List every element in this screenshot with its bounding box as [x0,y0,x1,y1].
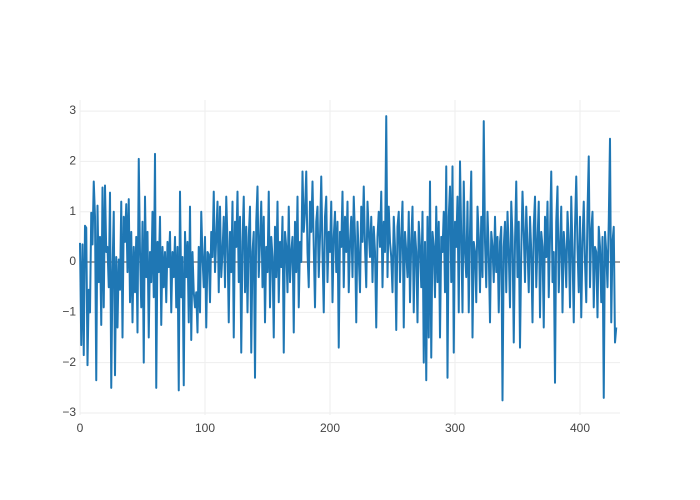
y-tick-label: −3 [62,405,76,419]
y-tick-label: 0 [69,254,76,268]
y-tick-label: −1 [62,305,76,319]
y-tick-label: 3 [69,103,76,117]
y-tick-label: 2 [69,154,76,168]
data-line [79,115,618,402]
x-tick-label: 400 [570,421,590,435]
y-tick-label: −2 [62,355,76,369]
x-tick-label: 0 [77,421,84,435]
x-tick-label: 200 [320,421,340,435]
x-tick-label: 100 [195,421,215,435]
y-tick-label: 1 [69,204,76,218]
x-tick-label: 300 [445,421,465,435]
